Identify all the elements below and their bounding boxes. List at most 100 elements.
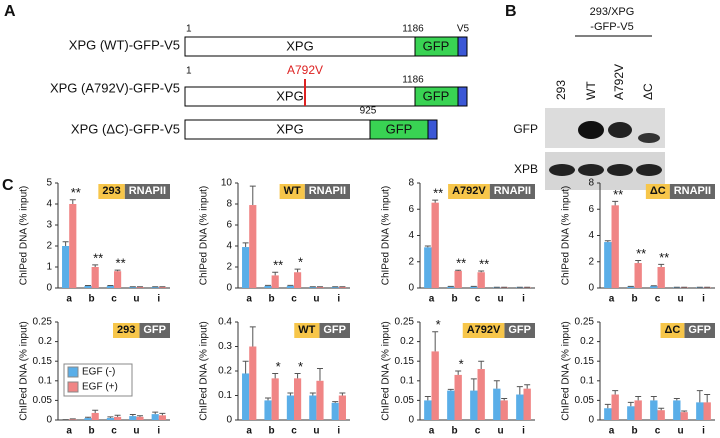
bar bbox=[158, 415, 166, 420]
bar bbox=[151, 414, 159, 420]
y-axis-label: ChIPed DNA (% input) bbox=[381, 321, 392, 421]
error-bar bbox=[650, 395, 657, 401]
error-bar bbox=[604, 403, 611, 409]
y-tick-label: 0.05 bbox=[575, 395, 595, 406]
blot-header: -GFP-V5 bbox=[590, 21, 633, 33]
target-tag: RNAPII bbox=[494, 185, 531, 197]
significance: * bbox=[276, 359, 281, 374]
y-tick-label: 4 bbox=[588, 230, 594, 241]
y-tick-label: 0.25 bbox=[395, 317, 415, 328]
error-bar bbox=[635, 259, 642, 264]
y-axis-label: ChIPed DNA (% input) bbox=[561, 186, 572, 286]
bar bbox=[62, 246, 70, 288]
x-tick-label: i bbox=[337, 426, 340, 437]
y-tick-label: 6 bbox=[226, 220, 232, 231]
error-bar bbox=[249, 326, 256, 347]
error-bar bbox=[85, 416, 92, 419]
significance: ** bbox=[71, 185, 81, 200]
y-tick-label: 4 bbox=[226, 241, 232, 252]
bar bbox=[627, 406, 635, 420]
error-bar bbox=[455, 269, 462, 271]
x-tick-label: c bbox=[291, 294, 297, 305]
bar bbox=[454, 270, 462, 288]
y-axis-label: ChIPed DNA (% input) bbox=[199, 321, 210, 421]
y-tick-label: 0.15 bbox=[33, 356, 53, 367]
panel-label: A bbox=[4, 3, 16, 20]
bar bbox=[627, 286, 635, 288]
construct: XPG (A792V)-GFP-V5 1 A792V 1186 XPG GFP bbox=[50, 63, 468, 107]
x-tick-label: a bbox=[66, 426, 72, 437]
y-axis-label: ChIPed DNA (% input) bbox=[381, 186, 392, 286]
significance: ** bbox=[116, 256, 126, 271]
bar bbox=[271, 378, 279, 420]
y-tick-label: 2 bbox=[226, 262, 232, 273]
tag-box bbox=[504, 323, 535, 338]
bar bbox=[106, 418, 114, 420]
y-axis-label: ChIPed DNA (% input) bbox=[19, 186, 30, 286]
error-bar bbox=[612, 390, 619, 395]
x-tick-label: b bbox=[89, 294, 95, 305]
y-tick-label: 0 bbox=[408, 415, 414, 426]
cell-tag: 293 bbox=[102, 185, 120, 197]
significance: ** bbox=[273, 258, 283, 273]
tag-box bbox=[319, 323, 350, 338]
x-tick-label: b bbox=[269, 294, 275, 305]
x-tick-label: a bbox=[609, 294, 615, 305]
x-tick-label: i bbox=[522, 294, 525, 305]
target-tag: GFP bbox=[323, 324, 346, 336]
significance: * bbox=[459, 356, 464, 371]
y-tick-label: 4 bbox=[408, 230, 414, 241]
error-bar bbox=[272, 372, 279, 379]
error-bar bbox=[704, 394, 711, 403]
target-tag: RNAPII bbox=[674, 185, 711, 197]
y-tick-label: 8 bbox=[588, 178, 594, 189]
bar bbox=[242, 373, 250, 420]
y-tick-label: 4 bbox=[46, 199, 52, 210]
band bbox=[607, 164, 633, 176]
cell-tag: WT bbox=[298, 324, 315, 336]
lane-label: WT bbox=[584, 81, 598, 100]
error-bar bbox=[516, 386, 523, 395]
error-bar bbox=[62, 241, 69, 246]
y-axis-label: ChIPed DNA (% input) bbox=[19, 321, 30, 421]
x-tick-label: c bbox=[655, 426, 661, 437]
x-tick-label: u bbox=[497, 426, 503, 437]
target-tag: RNAPII bbox=[309, 185, 346, 197]
y-tick-label: 0 bbox=[46, 283, 52, 294]
y-tick-label: 0.15 bbox=[575, 356, 595, 367]
error-bar bbox=[136, 415, 143, 417]
bar bbox=[136, 416, 144, 420]
tag-box bbox=[304, 184, 350, 199]
error-bar bbox=[673, 397, 680, 401]
error-bar bbox=[696, 390, 703, 403]
x-tick-label: i bbox=[157, 426, 160, 437]
bar bbox=[294, 272, 302, 288]
x-tick-label: b bbox=[89, 426, 95, 437]
target-tag: RNAPII bbox=[129, 185, 166, 197]
bar bbox=[294, 378, 302, 420]
y-tick-label: 8 bbox=[408, 178, 414, 189]
bar bbox=[338, 395, 346, 420]
error-bar bbox=[658, 407, 665, 411]
y-tick-label: 0.2 bbox=[38, 336, 52, 347]
position: 1186 bbox=[402, 75, 424, 86]
domain: GFP bbox=[423, 88, 450, 103]
bar bbox=[477, 272, 485, 288]
y-tick-label: 0 bbox=[226, 283, 232, 294]
position: 925 bbox=[360, 106, 377, 117]
band bbox=[578, 121, 604, 139]
construct: XPG (ΔC)-GFP-V5 925 XPG GFP bbox=[71, 106, 438, 140]
error-bar bbox=[287, 284, 294, 286]
mutation: A792V bbox=[287, 63, 323, 77]
bar bbox=[91, 412, 99, 420]
significance: ** bbox=[636, 246, 646, 261]
error-bar bbox=[272, 271, 279, 276]
construct-name: XPG (A792V)-GFP-V5 bbox=[50, 80, 180, 95]
y-tick-label: 0.1 bbox=[218, 390, 232, 401]
bar bbox=[650, 400, 658, 420]
row-label: XPB bbox=[514, 162, 538, 176]
v5-box bbox=[457, 36, 468, 57]
y-tick-label: 2 bbox=[588, 256, 594, 267]
significance: ** bbox=[659, 250, 669, 265]
y-tick-label: 0.25 bbox=[33, 317, 53, 328]
